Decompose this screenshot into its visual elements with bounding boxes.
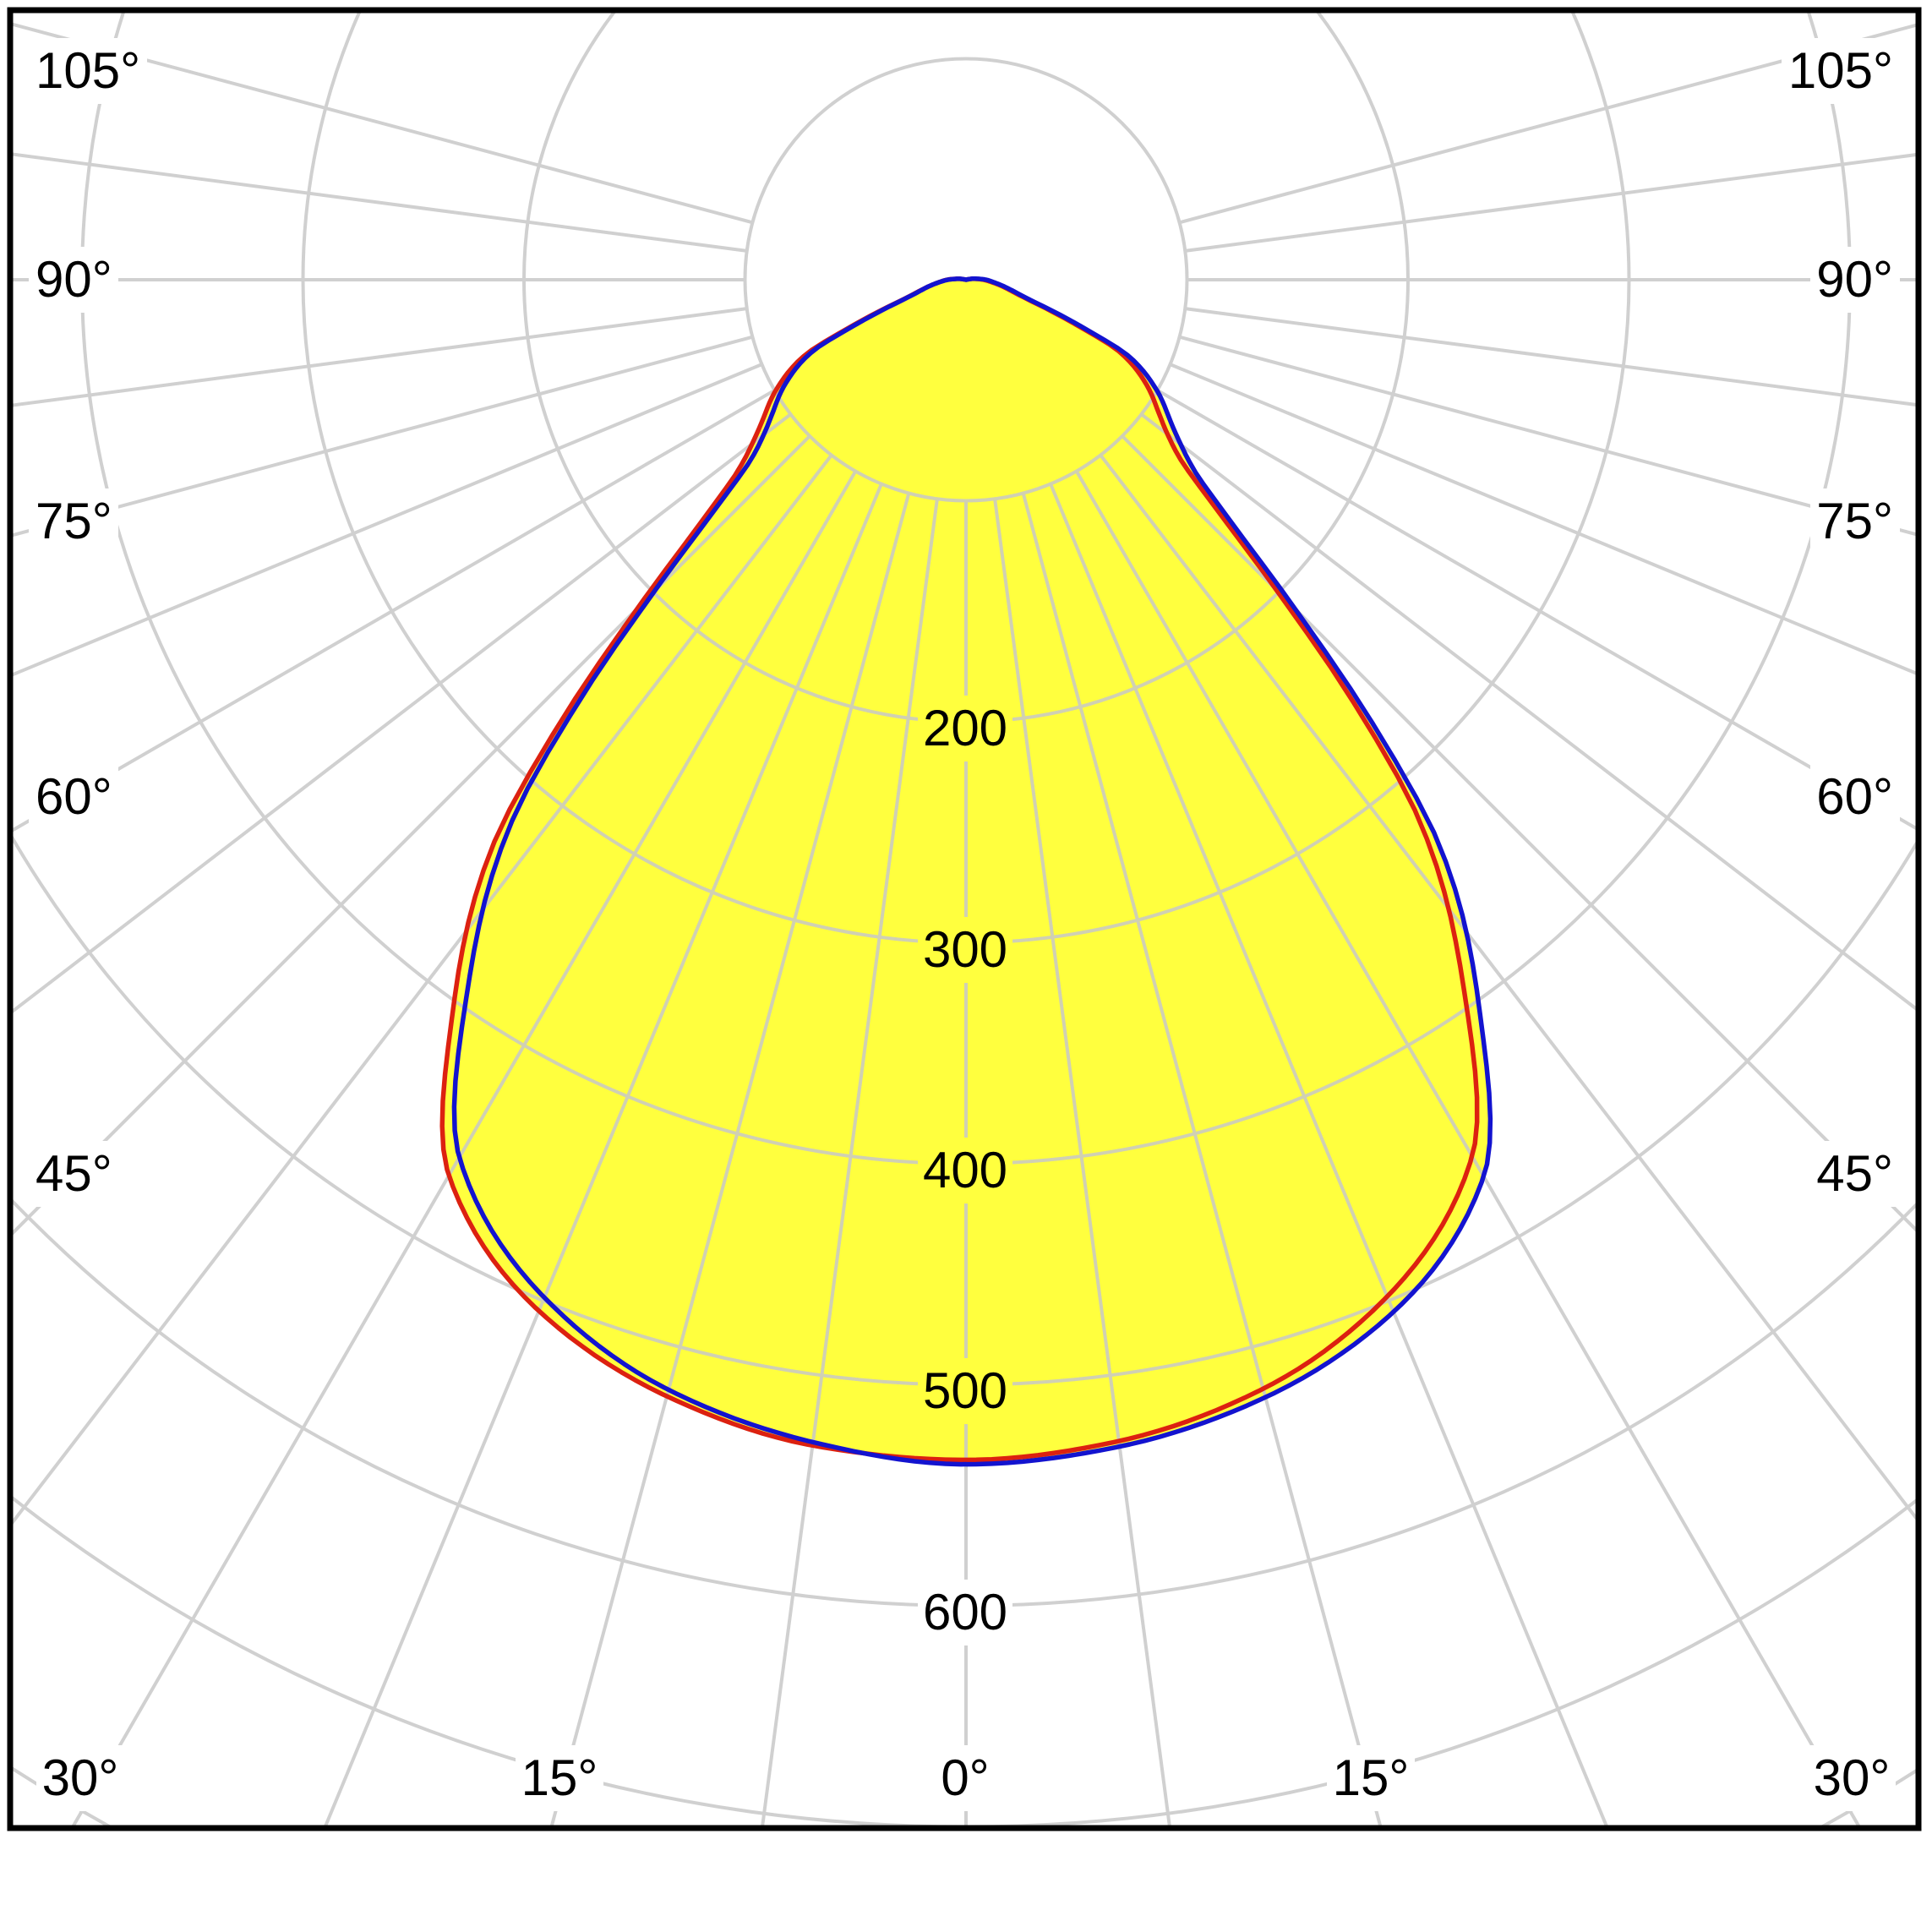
angle-tick-label: 75°	[1816, 493, 1893, 549]
angle-tick-label: 45°	[35, 1145, 112, 1202]
radial-tick-label: 400	[922, 1142, 1008, 1198]
angle-tick-label: 30°	[41, 1749, 119, 1806]
angle-tick-label: 60°	[1816, 768, 1893, 825]
radial-tick-label: 600	[922, 1584, 1008, 1640]
angle-tick-label: 15°	[1332, 1749, 1410, 1806]
radial-tick-label: 300	[922, 921, 1008, 978]
angle-tick-label: 15°	[521, 1749, 598, 1806]
radial-tick-label: 500	[922, 1362, 1008, 1419]
angle-tick-label: 90°	[1816, 251, 1893, 308]
angle-tick-label: 0°	[941, 1749, 990, 1806]
angle-tick-label: 30°	[1813, 1749, 1891, 1806]
angle-tick-label: 90°	[35, 251, 112, 308]
angle-tick-label: 60°	[35, 768, 112, 825]
angle-tick-label: 105°	[1787, 42, 1893, 99]
angle-tick-label: 45°	[1816, 1145, 1893, 1202]
radial-tick-label: 200	[922, 700, 1008, 756]
angle-tick-label: 105°	[35, 42, 141, 99]
angle-tick-label: 75°	[35, 493, 112, 549]
